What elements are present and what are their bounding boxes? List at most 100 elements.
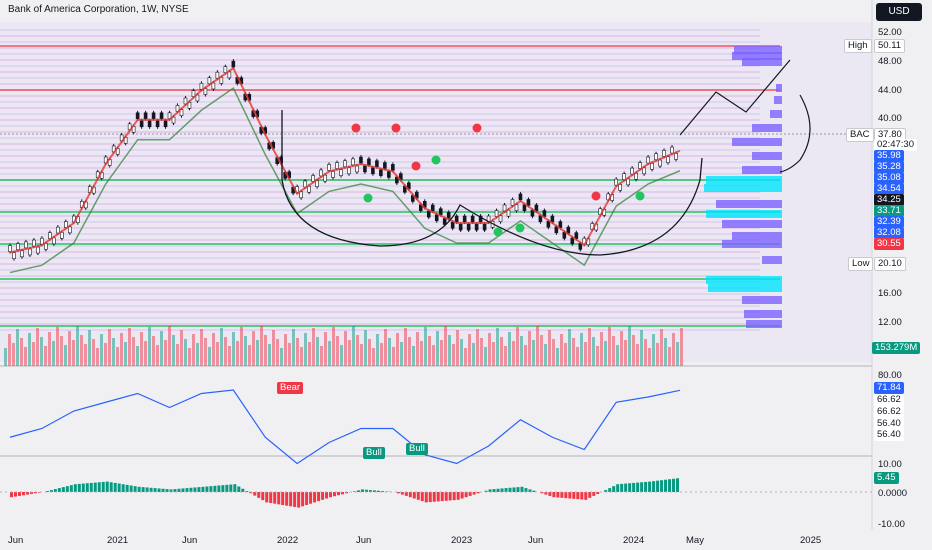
- candle-body: [670, 146, 674, 154]
- volume-bar: [632, 335, 635, 366]
- candle-body: [135, 112, 140, 120]
- volume-bar: [360, 344, 363, 366]
- price-level-tag: 32.39: [874, 216, 904, 228]
- volume-bar: [168, 326, 171, 366]
- macd-histogram-bar: [29, 492, 33, 494]
- macd-histogram-bar: [448, 492, 452, 501]
- volume-bar: [200, 329, 203, 366]
- price-tick: 44.00: [878, 85, 902, 96]
- candle-body: [470, 215, 475, 223]
- macd-histogram-bar: [165, 489, 169, 492]
- price-level-tag: 30.55: [874, 238, 904, 250]
- candle-body: [151, 112, 156, 120]
- macd-histogram-bar: [169, 489, 173, 492]
- volume-profile-bar: [776, 84, 782, 92]
- macd-histogram-bar: [540, 492, 544, 494]
- candle-body: [163, 120, 168, 128]
- macd-histogram-bar: [133, 486, 137, 492]
- macd-histogram-bar: [504, 488, 508, 492]
- macd-histogram-bar: [337, 492, 341, 496]
- volume-bar: [220, 328, 223, 366]
- macd-histogram-bar: [201, 486, 205, 492]
- volume-bar: [520, 336, 523, 366]
- volume-profile-bar: [706, 176, 782, 184]
- macd-histogram-bar: [644, 481, 648, 492]
- volume-bar: [236, 341, 239, 366]
- candle-body: [654, 153, 658, 161]
- candle-body: [143, 112, 148, 120]
- macd-histogram-bar: [612, 486, 616, 492]
- volume-profile-bar: [732, 232, 782, 240]
- volume-bar: [660, 329, 663, 366]
- candle-body: [658, 159, 662, 167]
- candle-body: [367, 158, 371, 166]
- volume-bar: [252, 331, 255, 366]
- bull-signal: Bull: [363, 447, 385, 459]
- volume-bar: [352, 326, 355, 366]
- volume-profile-bar: [762, 256, 782, 264]
- volume-bar: [204, 338, 207, 366]
- macd-histogram-bar: [424, 492, 428, 503]
- macd-histogram-bar: [456, 492, 460, 500]
- macd-histogram-bar: [161, 488, 165, 492]
- currency-button[interactable]: USD: [876, 3, 922, 21]
- volume-bar: [452, 344, 455, 366]
- candle-body: [343, 160, 347, 168]
- volume-bar: [444, 326, 447, 366]
- volume-bar: [192, 334, 195, 366]
- macd-histogram-bar: [281, 492, 285, 505]
- volume-bar: [536, 326, 539, 366]
- volume-value: 153.279M: [872, 342, 921, 354]
- time-tick: Jun: [528, 535, 544, 546]
- macd-histogram-bar: [572, 492, 576, 499]
- macd-histogram-bar: [189, 487, 193, 492]
- signal-dot: [635, 191, 645, 201]
- macd-histogram-bar: [101, 481, 105, 492]
- volume-bar: [8, 334, 11, 366]
- candle-body: [450, 221, 455, 229]
- volume-bar: [596, 346, 599, 366]
- macd-histogram-bar: [33, 492, 37, 494]
- long-moving-average-line: [9, 87, 681, 274]
- candle-body: [359, 156, 363, 164]
- macd-histogram-bar: [325, 492, 329, 499]
- candle-body: [347, 167, 351, 175]
- macd-histogram-bar: [253, 492, 257, 496]
- volume-bar: [24, 347, 27, 366]
- candle-body: [147, 120, 152, 128]
- volume-bar: [140, 332, 143, 366]
- volume-bar: [28, 333, 31, 366]
- price-level-tag: 34.54: [874, 183, 904, 195]
- volume-profile-bar: [706, 276, 782, 284]
- macd-histogram-bar: [193, 487, 197, 492]
- macd-histogram-bar: [137, 486, 141, 492]
- volume-bar: [524, 345, 527, 366]
- macd-histogram-bar: [376, 490, 380, 492]
- price-level-tag: 35.98: [874, 150, 904, 162]
- volume-bar: [460, 339, 463, 366]
- volume-bar: [16, 329, 19, 366]
- volume-bar: [568, 329, 571, 366]
- volume-bar: [376, 334, 379, 366]
- symbol-title[interactable]: Bank of America Corporation, 1W, NYSE: [8, 4, 189, 15]
- volume-bar: [128, 328, 131, 366]
- macd-histogram-bar: [616, 484, 620, 492]
- volume-bar: [504, 346, 507, 366]
- macd-histogram-bar: [221, 485, 225, 492]
- volume-bar: [476, 329, 479, 366]
- macd-histogram-bar: [564, 492, 568, 499]
- candle-body: [20, 250, 24, 258]
- candle-body: [24, 241, 28, 249]
- macd-histogram-bar: [53, 489, 57, 492]
- macd-histogram-bar: [213, 485, 217, 492]
- candle-body: [474, 223, 479, 231]
- macd-histogram-bar: [404, 492, 408, 496]
- macd-histogram-bar: [416, 492, 420, 500]
- candle-body: [666, 156, 670, 164]
- volume-bar: [56, 327, 59, 366]
- volume-bar: [456, 330, 459, 366]
- volume-bar: [320, 346, 323, 366]
- candle-body: [155, 120, 160, 128]
- volume-bar: [68, 331, 71, 366]
